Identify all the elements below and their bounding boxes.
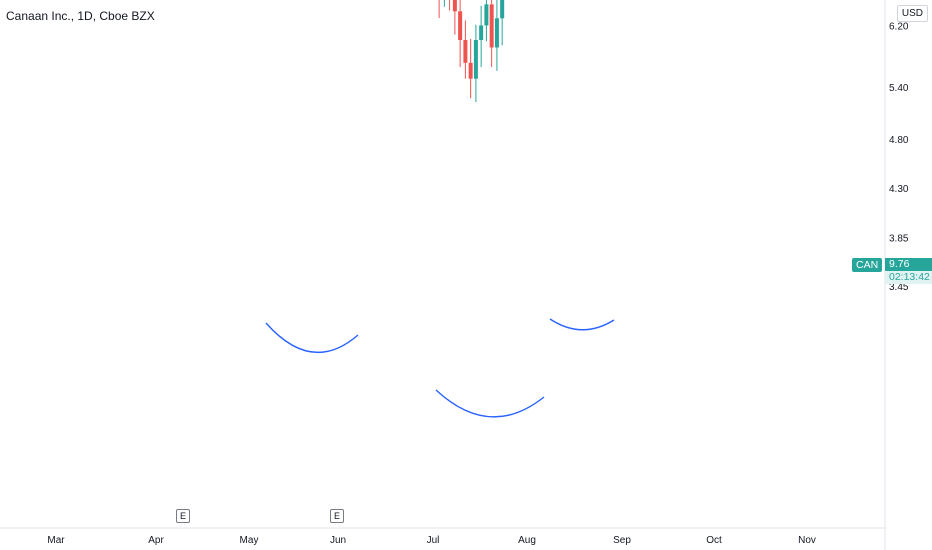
price-tick-label: 4.30 (889, 184, 909, 195)
candle-body (452, 0, 457, 12)
time-tick-label: Jul (427, 535, 440, 546)
time-axis[interactable]: Mar Apr May Jun Jul Aug Sep Oct Nov (47, 535, 816, 546)
price-tick-label: 3.45 (889, 282, 909, 293)
drawings (265, 318, 615, 418)
earnings-marker[interactable]: E (330, 509, 344, 523)
time-tick-label: Aug (518, 535, 536, 546)
price-tick-label: 6.20 (889, 21, 909, 32)
time-tick-label: Nov (798, 535, 816, 546)
candle-body (484, 4, 489, 26)
last-price-tag: 9.76 (885, 258, 932, 271)
earnings-marker[interactable]: E (176, 509, 190, 523)
left-shoulder-curve (265, 322, 359, 354)
time-tick-label: Sep (613, 535, 631, 546)
price-tick-label: 5.40 (889, 83, 909, 94)
currency-button[interactable]: USD (896, 5, 928, 22)
right-shoulder-curve (549, 318, 615, 331)
price-tick-label: 4.80 (889, 135, 909, 146)
time-tick-label: Jun (330, 535, 346, 546)
candle-body (500, 0, 505, 19)
symbol-tag: CAN (852, 258, 883, 272)
candle-body (468, 62, 473, 79)
candle-body (458, 11, 463, 40)
candle-body (494, 18, 499, 48)
candle-body (479, 25, 484, 40)
time-tick-label: Oct (706, 535, 722, 546)
price-axis[interactable]: 24.0020.0018.0016.0014.0012.0010.509.008… (889, 0, 914, 293)
candle-body (473, 39, 478, 79)
grid (0, 0, 886, 550)
candle-body (463, 39, 468, 63)
time-tick-label: Mar (47, 535, 65, 546)
time-tick-label: Apr (148, 535, 164, 546)
head-curve (435, 389, 545, 418)
price-tick-label: 3.85 (889, 233, 909, 244)
candles (438, 0, 505, 102)
candle-body (489, 4, 494, 48)
time-tick-label: May (240, 535, 259, 546)
countdown-tag: 02:13:42 (885, 271, 932, 284)
chart-title: Canaan Inc., 1D, Cboe BZX (6, 9, 155, 23)
